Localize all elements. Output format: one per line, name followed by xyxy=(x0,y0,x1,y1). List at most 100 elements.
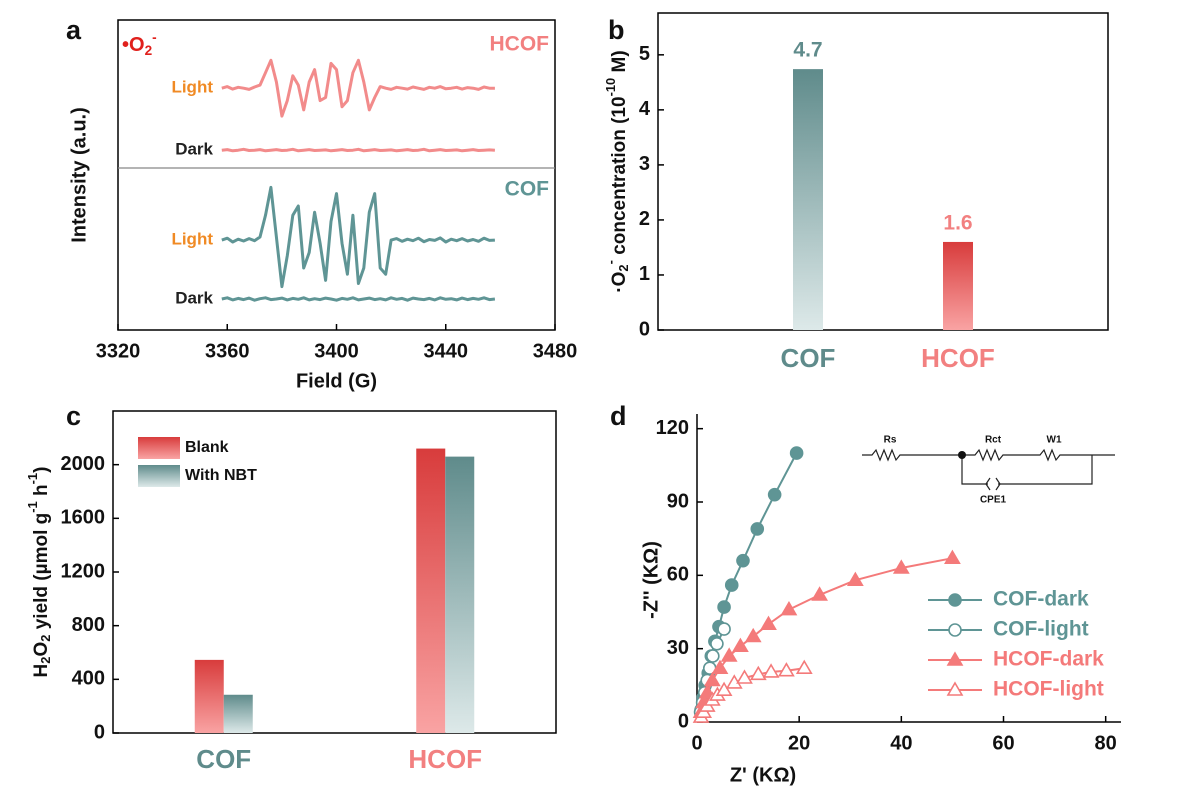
marker xyxy=(717,600,731,614)
label-part: - xyxy=(152,30,157,45)
marker xyxy=(736,553,750,568)
bar xyxy=(416,448,446,733)
x-tick-label: HCOF xyxy=(921,343,995,373)
legend-label: Blank xyxy=(185,439,229,456)
label-part: ) xyxy=(31,467,52,473)
marker xyxy=(710,636,724,651)
y-tick-label: 30 xyxy=(667,637,689,659)
bar xyxy=(194,659,224,733)
trace-label: Dark xyxy=(175,288,213,307)
value-label: 4.7 xyxy=(793,39,822,62)
label-part: M) xyxy=(609,50,630,77)
label-part: -1 xyxy=(25,501,40,512)
legend-label: HCOF-light xyxy=(993,678,1104,701)
value-label: 1.6 xyxy=(943,211,972,234)
x-tick-label: 40 xyxy=(890,732,912,754)
y-tick-label: 3 xyxy=(639,153,650,175)
panel-letter: a xyxy=(66,15,82,45)
marker xyxy=(703,671,721,687)
marker xyxy=(780,600,798,616)
marker xyxy=(789,446,804,460)
group-label: HCOF xyxy=(490,33,550,56)
bar xyxy=(445,456,475,733)
label-part: ·O xyxy=(609,272,630,293)
marker xyxy=(749,665,767,681)
label-part: •O xyxy=(122,34,145,56)
circuit-label: CPE1 xyxy=(980,495,1007,506)
panel-letter: d xyxy=(610,401,627,431)
spectrum-line xyxy=(221,58,495,118)
marker xyxy=(750,522,765,536)
y-tick-label: 2 xyxy=(639,208,650,230)
label-part: 2 xyxy=(38,635,53,642)
legend-label: COF-light xyxy=(993,618,1089,641)
x-tick-label: 3360 xyxy=(205,340,250,362)
spectrum-line xyxy=(221,185,495,289)
y-tick-label: 60 xyxy=(667,564,689,586)
x-tick-label: 3440 xyxy=(424,340,469,362)
marker xyxy=(724,578,739,592)
marker xyxy=(706,649,720,663)
marker xyxy=(846,571,864,587)
y-tick-label: 90 xyxy=(667,490,689,512)
label-part: O xyxy=(31,642,52,657)
x-tick-label: 3400 xyxy=(314,340,359,362)
circuit-capacitor xyxy=(985,477,1001,491)
y-tick-label: 5 xyxy=(639,43,650,65)
label-part: concentration (10 xyxy=(609,96,630,260)
panel-letter: c xyxy=(66,401,81,431)
label-part: H xyxy=(31,664,52,678)
plot-frame xyxy=(657,12,1109,331)
axis-label: ·O2- concentration (10-10 M) xyxy=(603,50,631,292)
y-tick-label: 800 xyxy=(72,614,105,636)
circuit-label: Rct xyxy=(985,435,1002,446)
circuit-label: Rs xyxy=(884,435,897,446)
y-tick-label: 0 xyxy=(678,710,689,732)
y-tick-label: 120 xyxy=(656,417,689,439)
label-part: -1 xyxy=(25,473,40,484)
x-tick-label: 0 xyxy=(691,732,702,754)
circuit-label: W1 xyxy=(1047,435,1062,446)
axis-label: H2O2 yield (µmol g-1 h-1) xyxy=(25,467,53,678)
marker xyxy=(717,622,731,636)
trace-label: Light xyxy=(171,230,213,249)
x-tick-label: 3320 xyxy=(96,340,141,362)
y-tick-label: 1 xyxy=(639,263,650,285)
marker xyxy=(778,662,795,677)
group-label: COF xyxy=(505,178,550,201)
y-tick-label: 4 xyxy=(639,98,651,120)
x-tick-label: 3480 xyxy=(533,340,578,362)
bar xyxy=(223,694,253,733)
marker xyxy=(715,681,733,697)
y-axis-label: Intensity (a.u.) xyxy=(68,107,90,243)
trace-label: Dark xyxy=(175,140,213,159)
x-tick-label: 20 xyxy=(788,732,810,754)
marker xyxy=(948,593,962,607)
x-tick-label: COF xyxy=(781,343,836,373)
marker xyxy=(760,615,777,631)
marker xyxy=(767,487,782,502)
marker xyxy=(732,637,749,653)
x-axis-label: Field (G) xyxy=(296,370,377,392)
bar xyxy=(943,241,973,330)
spectrum-line xyxy=(221,147,495,153)
x-tick-label: HCOF xyxy=(408,744,482,774)
spectrum-line xyxy=(221,296,496,302)
label-part: h xyxy=(31,484,52,501)
circuit-wire xyxy=(862,448,1115,485)
label-part: - xyxy=(603,260,618,264)
label-part: 2 xyxy=(38,657,53,664)
legend-swatch xyxy=(138,437,180,459)
bar xyxy=(793,69,823,331)
marker xyxy=(948,623,962,637)
marker xyxy=(711,659,729,675)
y-tick-label: 1200 xyxy=(61,560,106,582)
y-tick-label: 0 xyxy=(639,318,650,340)
legend-swatch xyxy=(138,465,180,487)
marker xyxy=(744,627,762,643)
trace-label: Light xyxy=(171,78,213,97)
panel-letter: b xyxy=(608,15,625,45)
legend-label: With NBT xyxy=(185,467,257,484)
